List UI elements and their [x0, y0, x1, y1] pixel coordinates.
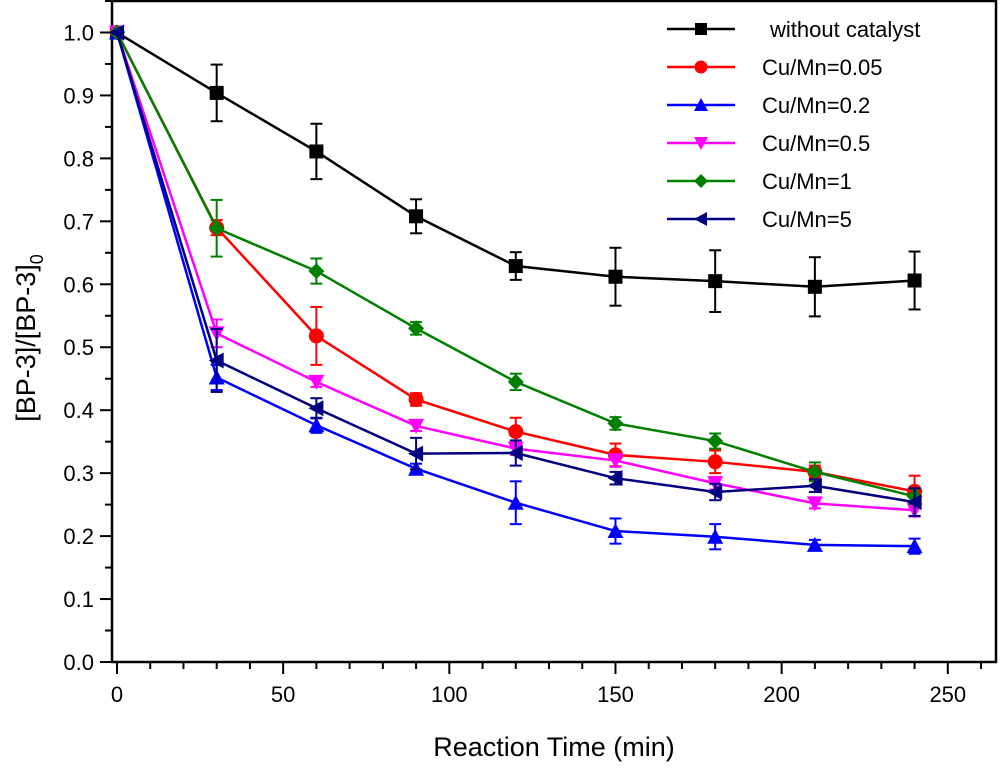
- y-tick-label: 0.5: [63, 335, 94, 360]
- y-tick-label: 0.7: [63, 209, 94, 234]
- x-tick-label: 50: [271, 682, 295, 707]
- legend-item: Cu/Mn=5: [667, 207, 852, 232]
- triangle-up-marker: [507, 494, 524, 510]
- square-marker: [807, 279, 822, 294]
- square-marker: [309, 144, 324, 159]
- triangle-up-marker: [607, 523, 624, 539]
- square-marker: [209, 85, 224, 100]
- diamond-marker: [308, 263, 325, 280]
- triangle-down-marker: [607, 453, 624, 469]
- diamond-marker: [408, 320, 425, 337]
- y-tick-label: 0.9: [63, 83, 94, 108]
- legend: without catalyst Cu/Mn=0.05 Cu/Mn=0.2 Cu/Mn…: [667, 17, 920, 232]
- x-tick-label: 150: [597, 682, 634, 707]
- square-marker: [608, 269, 623, 284]
- triangle-left-marker: [906, 494, 922, 511]
- x-tick-label: 100: [431, 682, 468, 707]
- triangle-down-marker: [694, 137, 708, 150]
- square-marker: [907, 273, 922, 288]
- y-tick-label: 0.4: [63, 398, 94, 423]
- triangle-up-marker: [906, 538, 923, 554]
- triangle-left-marker: [694, 212, 707, 226]
- y-tick-label: 0.3: [63, 461, 94, 486]
- legend-item: Cu/Mn=0.05: [667, 55, 882, 80]
- y-tick-label: 0.1: [63, 587, 94, 612]
- circle-marker: [408, 391, 424, 407]
- diamond-marker: [507, 373, 524, 390]
- y-axis-title: [BP-3]/[BP-3]0: [11, 254, 47, 422]
- legend-item: Cu/Mn=1: [667, 169, 852, 194]
- triangle-left-marker: [408, 445, 424, 462]
- triangle-left-marker: [607, 470, 623, 487]
- x-tick-label: 200: [763, 682, 800, 707]
- triangle-down-marker: [408, 418, 425, 434]
- y-axis-title-main: [BP-3]/[BP-3]: [11, 264, 41, 422]
- plot-frame: [110, 0, 998, 664]
- y-tick-label: 0.6: [63, 272, 94, 297]
- triangle-left-marker: [208, 352, 224, 369]
- series-layer: [108, 24, 923, 555]
- x-axis-title: Reaction Time (min): [433, 732, 675, 762]
- y-tick-label: 0.2: [63, 524, 94, 549]
- triangle-up-marker: [707, 528, 724, 544]
- y-axis-title-subscript: 0: [27, 254, 47, 264]
- legend-item: Cu/Mn=0.5: [667, 131, 870, 156]
- triangle-down-marker: [806, 496, 823, 512]
- legend-item: without catalyst: [667, 17, 920, 42]
- diamond-marker: [806, 463, 823, 480]
- legend-item: Cu/Mn=0.2: [667, 93, 870, 118]
- x-tick-label: 250: [929, 682, 966, 707]
- y-tick-label: 0.8: [63, 146, 94, 171]
- series-cu-mn-5: [108, 24, 922, 517]
- square-marker: [695, 23, 707, 35]
- legend-label: without catalyst: [769, 17, 920, 42]
- circle-marker: [694, 60, 708, 74]
- triangle-left-marker: [806, 477, 822, 494]
- circle-marker: [707, 454, 723, 470]
- square-marker: [708, 274, 723, 289]
- triangle-down-marker: [308, 374, 325, 390]
- triangle-left-marker: [707, 484, 723, 501]
- diamond-marker: [707, 433, 724, 450]
- triangle-up-marker: [806, 536, 823, 552]
- triangle-left-marker: [108, 24, 124, 41]
- legend-label: Cu/Mn=0.5: [762, 131, 870, 156]
- tick-labels: 0 50 100 150 200 250 0.0 0.1 0.2 0.3 0.4 0.5 0.6 0.7 0…: [63, 20, 966, 707]
- square-marker: [409, 209, 424, 224]
- triangle-left-marker: [308, 400, 324, 417]
- legend-label: Cu/Mn=0.2: [762, 93, 870, 118]
- triangle-up-marker: [308, 417, 325, 433]
- square-marker: [508, 259, 523, 274]
- legend-label: Cu/Mn=5: [762, 207, 852, 232]
- axes: [100, 0, 998, 674]
- y-tick-label: 1.0: [63, 20, 94, 45]
- triangle-up-marker: [694, 98, 708, 111]
- x-tick-label: 0: [111, 682, 123, 707]
- circle-marker: [308, 328, 324, 344]
- y-tick-label: 0.0: [63, 650, 94, 675]
- diamond-marker: [607, 415, 624, 432]
- diamond-marker: [694, 174, 708, 188]
- legend-label: Cu/Mn=1: [762, 169, 852, 194]
- diamond-marker: [208, 220, 225, 237]
- triangle-left-marker: [507, 444, 523, 461]
- series-without-catalyst: [109, 25, 922, 318]
- legend-label: Cu/Mn=0.05: [762, 55, 882, 80]
- circle-marker: [508, 424, 524, 440]
